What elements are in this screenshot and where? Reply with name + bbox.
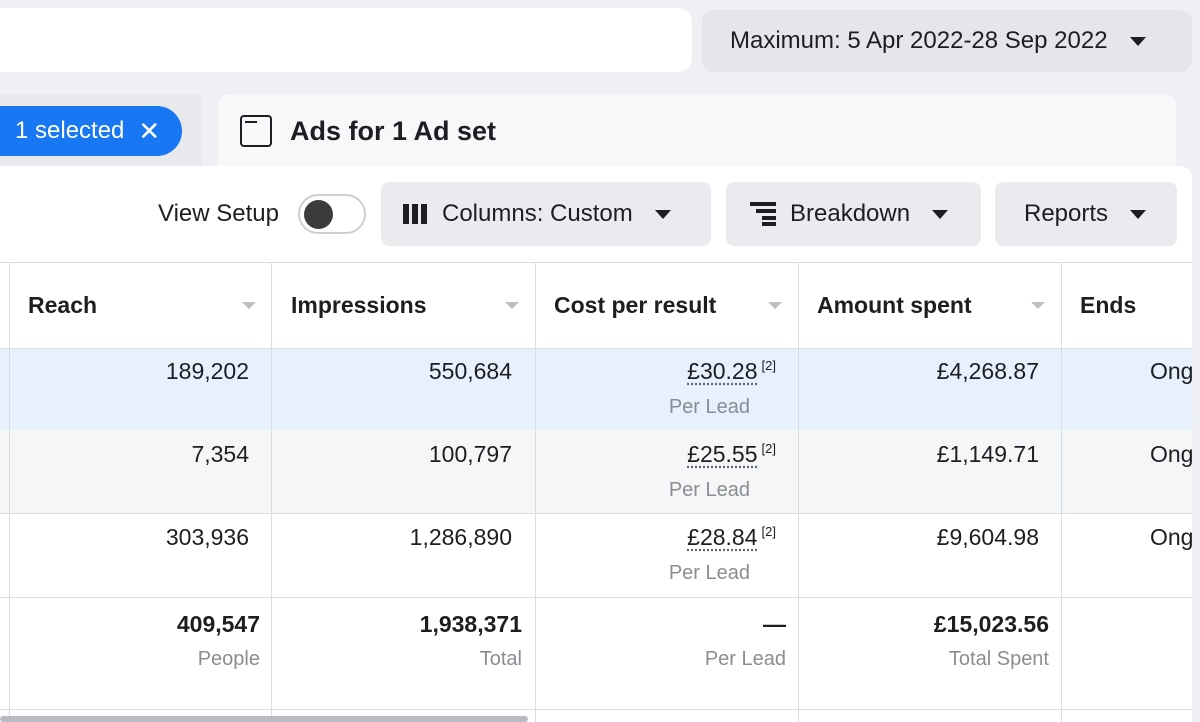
chevron-down-icon xyxy=(1130,209,1147,219)
breakdown-icon xyxy=(750,202,776,226)
total-reach-label: People xyxy=(197,648,260,670)
reports-label: Reports xyxy=(1024,200,1109,227)
header-label: Cost per result xyxy=(554,291,717,318)
cell-cpr-unit: Per Lead xyxy=(668,479,750,501)
column-header-reach[interactable]: Reach xyxy=(28,262,263,348)
tab-title: Ads for 1 Ad set xyxy=(290,115,497,146)
total-reach: 409,547 xyxy=(176,611,260,637)
cell-amount-spent: £4,268.87 xyxy=(936,358,1039,384)
tab-ads[interactable]: Ads for 1 Ad set xyxy=(218,94,1176,168)
sort-icon[interactable] xyxy=(242,302,256,309)
cell-cost-per-result[interactable]: £25.55 [2] xyxy=(687,441,776,467)
column-header-cost-per-result[interactable]: Cost per result xyxy=(554,262,789,348)
cell-amount-spent: £9,604.98 xyxy=(936,524,1039,550)
total-spent-label: Total Spent xyxy=(948,648,1049,670)
header-label: Amount spent xyxy=(817,291,972,318)
ad-icon xyxy=(240,115,272,147)
cell-impressions: 1,286,890 xyxy=(409,524,512,550)
chevron-down-icon xyxy=(1129,36,1146,46)
cell-reach: 7,354 xyxy=(191,441,249,467)
sort-icon[interactable] xyxy=(768,302,782,309)
cell-cpr-unit: Per Lead xyxy=(668,562,750,584)
view-setup-toggle[interactable] xyxy=(298,194,366,234)
cell-ends: Ongoing xyxy=(1150,358,1192,384)
ads-panel: View Setup Columns: Custom Breakdown Rep… xyxy=(0,166,1192,722)
chevron-down-icon xyxy=(932,209,949,219)
view-setup-label: View Setup xyxy=(158,200,279,227)
toggle-knob xyxy=(304,200,333,229)
cell-impressions: 550,684 xyxy=(428,358,512,384)
cell-reach: 303,936 xyxy=(165,524,249,550)
cell-reach: 189,202 xyxy=(165,358,249,384)
sort-icon[interactable] xyxy=(505,302,519,309)
close-icon[interactable]: ✕ xyxy=(138,116,161,146)
total-impressions: 1,938,371 xyxy=(419,611,522,637)
sort-icon[interactable] xyxy=(1031,302,1045,309)
cell-cost-per-result[interactable]: £28.84 [2] xyxy=(687,524,776,550)
date-range-picker[interactable]: Maximum: 5 Apr 2022-28 Sep 2022 xyxy=(702,10,1192,72)
horizontal-scrollbar[interactable] xyxy=(0,716,528,722)
cell-amount-spent: £1,149.71 xyxy=(936,441,1039,467)
cell-ends: Ongoing xyxy=(1150,441,1192,467)
table-row-selected-bg xyxy=(0,348,1192,430)
header-label: Impressions xyxy=(291,291,427,318)
columns-icon xyxy=(403,204,427,224)
selection-label: 1 selected xyxy=(15,117,125,144)
breakdown-label: Breakdown xyxy=(790,200,911,227)
total-amount-spent: £15,023.56 xyxy=(933,611,1049,637)
total-cost-per-result: — xyxy=(763,611,786,637)
breakdown-button[interactable]: Breakdown xyxy=(726,182,981,246)
cell-cost-per-result[interactable]: £30.28 [2] xyxy=(687,358,776,384)
cell-ends: Ongoing xyxy=(1150,524,1192,550)
column-header-ends[interactable]: Ends xyxy=(1080,262,1190,348)
chevron-down-icon xyxy=(654,209,671,219)
header-label: Ends xyxy=(1080,291,1137,318)
reports-button[interactable]: Reports xyxy=(995,182,1177,246)
column-header-impressions[interactable]: Impressions xyxy=(291,262,526,348)
header-label: Reach xyxy=(28,291,98,318)
table-row-alt-bg xyxy=(0,430,1192,513)
total-impressions-label: Total xyxy=(479,648,522,670)
cell-impressions: 100,797 xyxy=(428,441,512,467)
cell-cpr-unit: Per Lead xyxy=(668,396,750,418)
date-range-label: Maximum: 5 Apr 2022-28 Sep 2022 xyxy=(730,27,1108,54)
toolbar: View Setup Columns: Custom Breakdown Rep… xyxy=(0,166,1192,262)
columns-button[interactable]: Columns: Custom xyxy=(381,182,711,246)
column-header-amount-spent[interactable]: Amount spent xyxy=(817,262,1052,348)
columns-label: Columns: Custom xyxy=(442,200,633,227)
total-cpr-label: Per Lead xyxy=(704,648,786,670)
selection-pill[interactable]: 1 selected ✕ xyxy=(0,106,182,156)
search-bar[interactable] xyxy=(0,8,692,72)
